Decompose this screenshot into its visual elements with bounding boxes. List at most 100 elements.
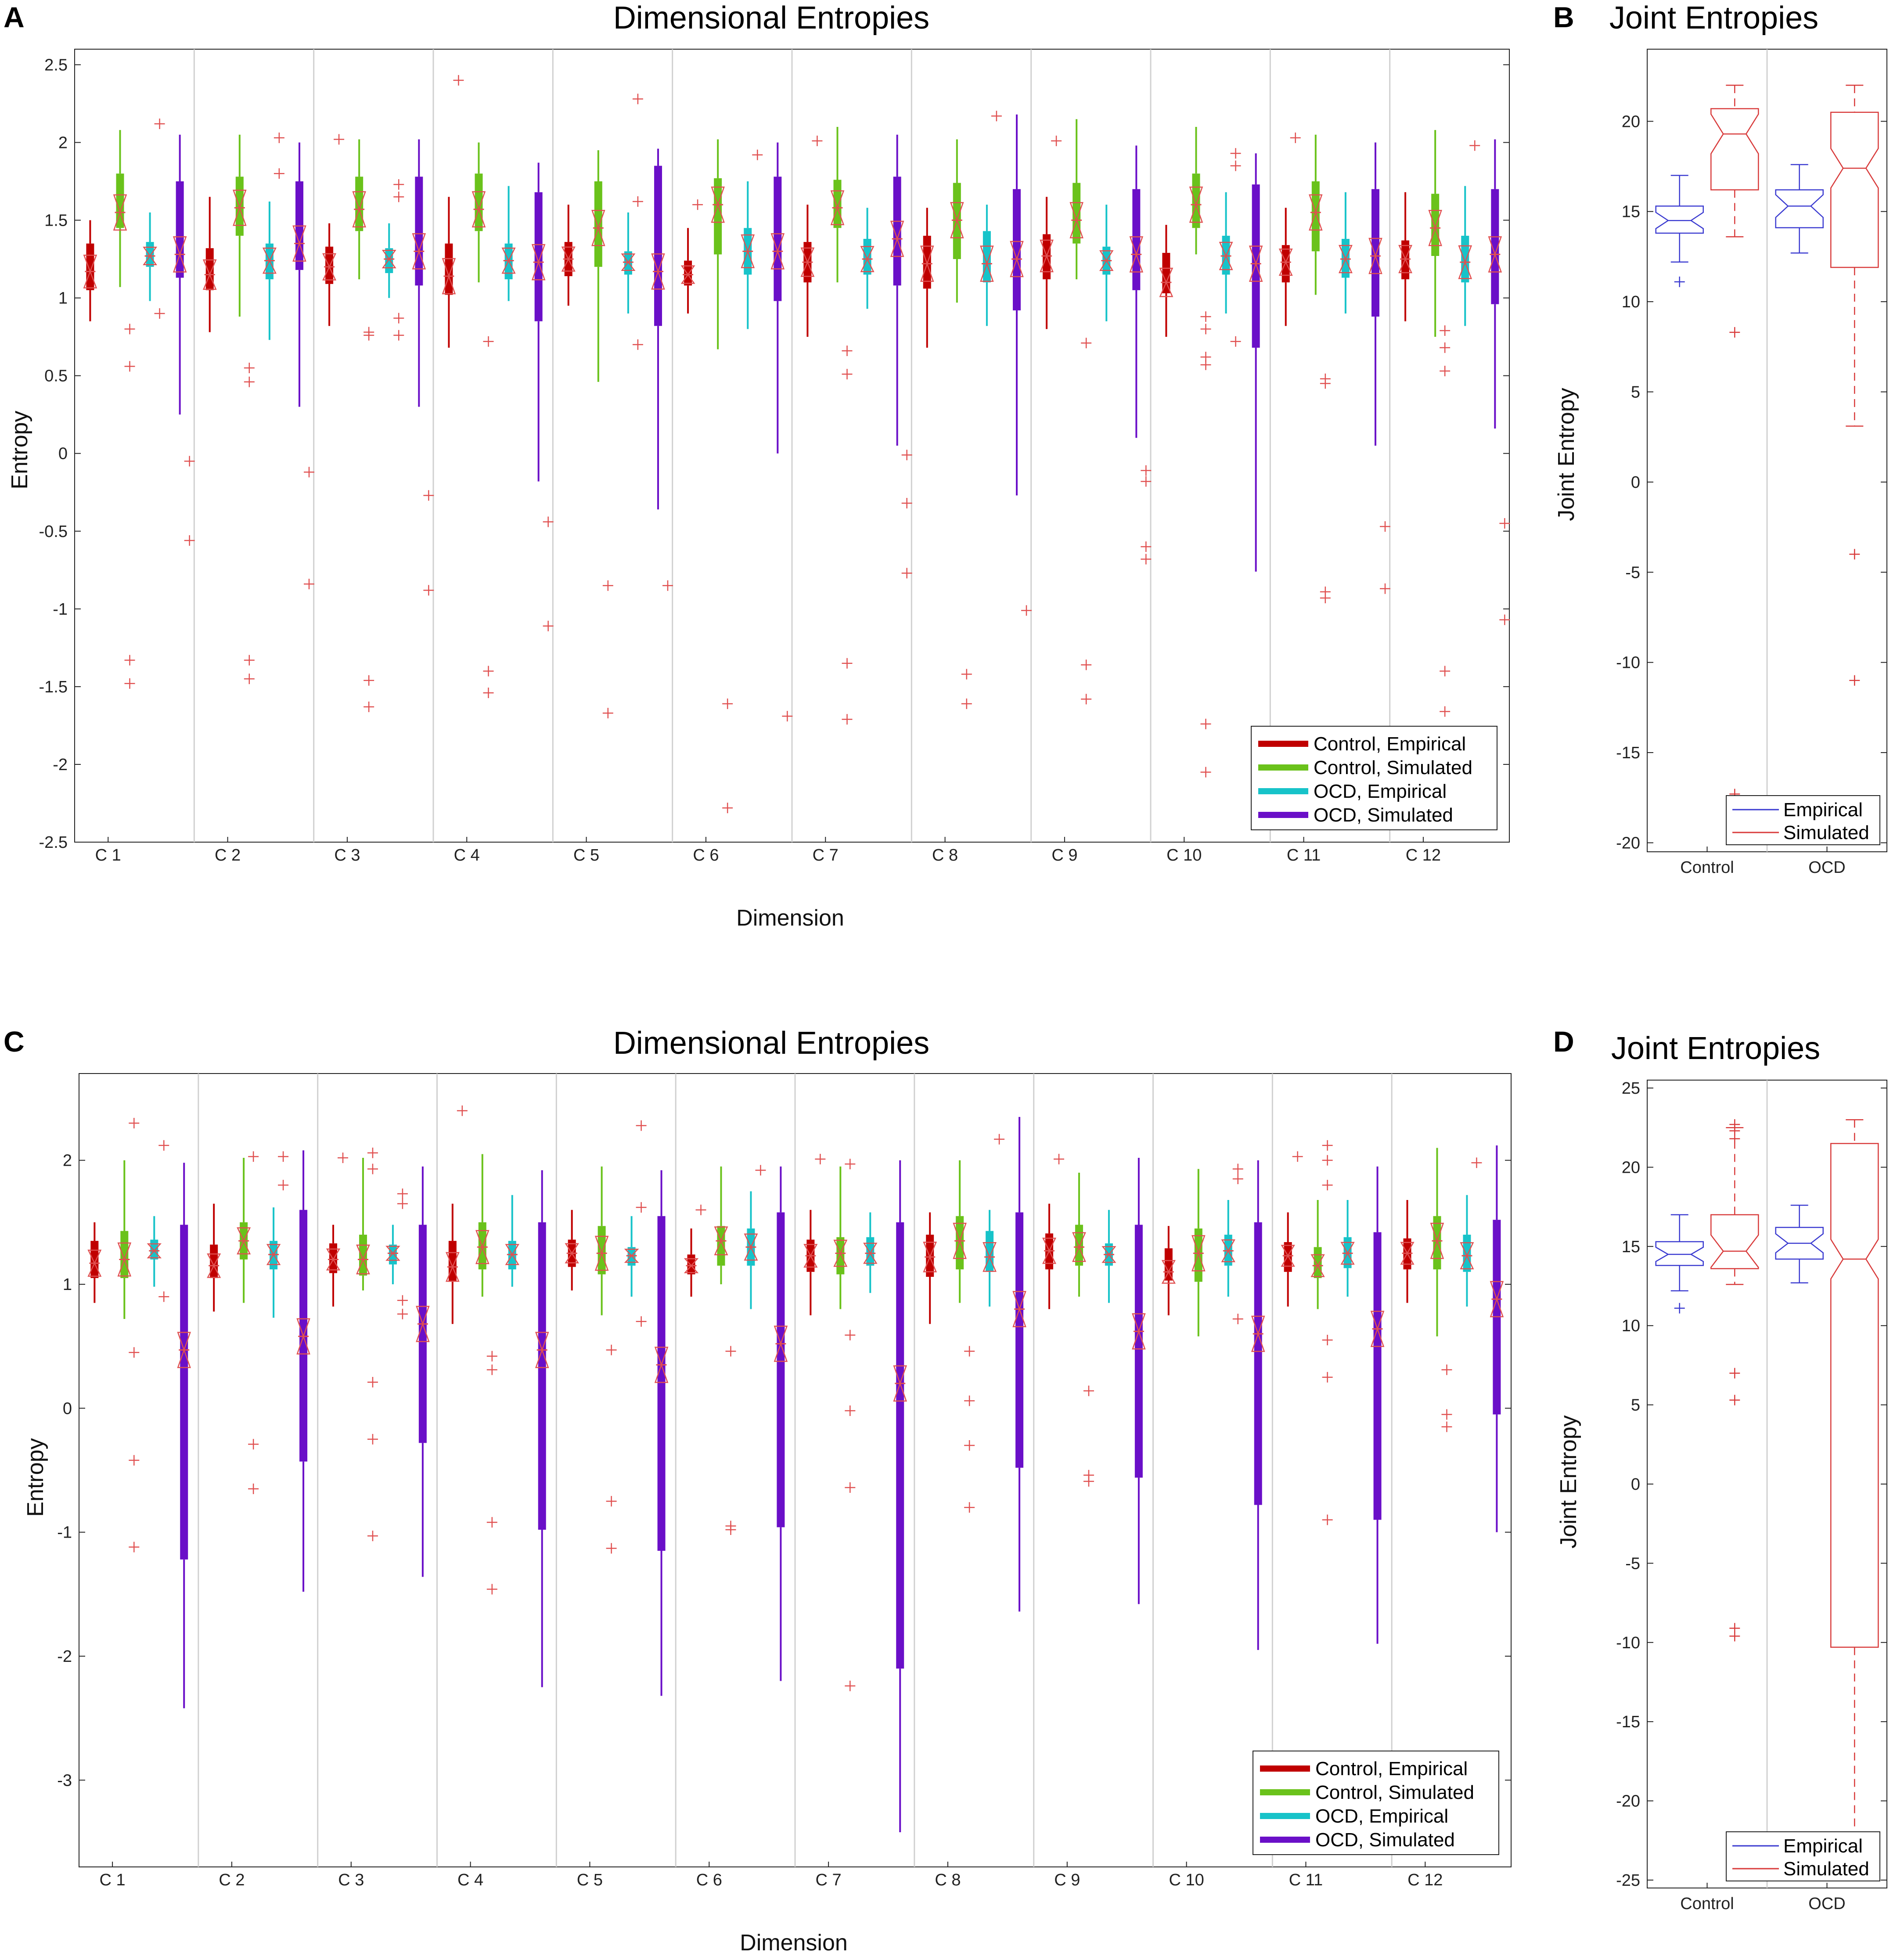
box-body bbox=[1284, 1242, 1292, 1272]
outlier-marker bbox=[483, 666, 494, 677]
outlier-marker bbox=[1322, 1514, 1333, 1525]
outlier-marker bbox=[154, 308, 165, 319]
notch-top bbox=[475, 1230, 490, 1249]
notch-bottom bbox=[890, 237, 904, 257]
outlier-marker bbox=[1499, 518, 1510, 529]
panel-a-box-2-6 bbox=[860, 208, 875, 309]
panel-d-xtick-label: OCD bbox=[1808, 1895, 1845, 1913]
box-body bbox=[1075, 1225, 1083, 1266]
notch-bottom bbox=[830, 206, 845, 225]
notch-bottom bbox=[741, 249, 755, 268]
panel-letter-a: A bbox=[4, 1, 25, 33]
box-body bbox=[1015, 1212, 1024, 1468]
panel-a-xtick-label: C 3 bbox=[334, 846, 360, 865]
panel-c-xtick-label: C 11 bbox=[1289, 1871, 1323, 1889]
box-body bbox=[329, 1243, 338, 1273]
outlier-marker bbox=[602, 708, 613, 719]
notch-top bbox=[1069, 202, 1083, 222]
outlier-marker bbox=[1471, 1157, 1482, 1168]
outlier-marker bbox=[154, 118, 165, 129]
notched-box bbox=[1775, 1227, 1824, 1260]
outlier-marker bbox=[367, 1434, 378, 1445]
notch-bottom bbox=[113, 211, 127, 231]
box-body bbox=[1373, 1232, 1382, 1520]
outlier-marker bbox=[397, 1295, 408, 1306]
panel-c-box-0-2 bbox=[326, 1152, 349, 1307]
panel-a-ylabel: Entropy bbox=[7, 411, 32, 489]
notch-top bbox=[983, 1242, 997, 1259]
outlier-marker bbox=[901, 450, 912, 461]
outlier-marker bbox=[1081, 659, 1092, 670]
notch-top bbox=[923, 1242, 937, 1259]
notch-bottom bbox=[445, 1265, 460, 1282]
notch-top bbox=[292, 225, 306, 245]
notch-top bbox=[1278, 249, 1293, 264]
notch-bottom bbox=[501, 259, 516, 274]
outlier-marker bbox=[991, 111, 1002, 122]
panel-b-ylabel: Joint Entropy bbox=[1554, 388, 1579, 521]
notch-bottom bbox=[173, 252, 187, 273]
notch-top bbox=[624, 1248, 639, 1257]
outlier-marker bbox=[124, 655, 135, 666]
outlier-marker bbox=[397, 1308, 408, 1319]
outlier-marker bbox=[1440, 366, 1451, 377]
legend-label: Empirical bbox=[1783, 799, 1863, 821]
panel-c: C Dimensional Entropies 2 1 0 -1 -2 -3 C 1 C 2 C… bbox=[4, 1025, 1512, 1956]
panel-a-box-0-3 bbox=[442, 75, 464, 348]
outlier-marker bbox=[602, 580, 613, 591]
panel-c-box-1-8 bbox=[1072, 1172, 1094, 1487]
panel-c-box-3-4 bbox=[654, 1170, 669, 1696]
notch-bottom bbox=[591, 226, 605, 246]
panel-c-ytick-label: 2 bbox=[63, 1152, 72, 1170]
panel-b-box-0-1 bbox=[1775, 164, 1824, 254]
panel-a-box-0-7 bbox=[920, 208, 934, 348]
notch-bottom bbox=[292, 241, 306, 262]
outlier-marker bbox=[1200, 311, 1211, 322]
panel-a-box-0-4 bbox=[561, 205, 576, 306]
notch-bottom bbox=[1370, 1327, 1385, 1347]
box-body bbox=[774, 177, 782, 301]
notch-bottom bbox=[651, 270, 665, 290]
outlier-marker bbox=[755, 1165, 766, 1176]
panel-b-box-1-0 bbox=[1710, 84, 1759, 819]
panel-c-box-3-9 bbox=[1251, 1160, 1265, 1650]
notch-bottom bbox=[654, 1363, 669, 1383]
panel-a-box-1-6 bbox=[830, 127, 853, 725]
box-body bbox=[687, 1254, 695, 1275]
panel-d-plot: 25 20 15 10 5 0 -5 -10 -15 -20 -25 Control OCD Empiri… bbox=[1616, 1079, 1887, 1913]
notch-bottom bbox=[983, 1255, 997, 1272]
panel-a-box-2-5 bbox=[741, 149, 763, 329]
outlier-marker bbox=[964, 1346, 975, 1357]
outlier-marker bbox=[1141, 554, 1152, 565]
notch-bottom bbox=[711, 203, 725, 223]
outlier-marker bbox=[636, 1316, 647, 1327]
notch-top bbox=[833, 1239, 848, 1255]
panel-a-ytick-label: -0.5 bbox=[39, 522, 68, 541]
outlier-marker bbox=[364, 675, 374, 686]
panel-c-xlabel: Dimension bbox=[740, 1930, 848, 1956]
panel-b: B Joint Entropies 20 15 10 5 0 -5 -10 -15 -20 Con… bbox=[1553, 0, 1887, 877]
outlier-marker bbox=[1674, 276, 1685, 287]
panel-a-box-2-8 bbox=[1099, 205, 1114, 321]
panel-a-box-3-7 bbox=[1010, 114, 1032, 616]
notch-bottom bbox=[803, 1254, 818, 1268]
outlier-marker bbox=[393, 179, 404, 190]
box-body bbox=[836, 1237, 845, 1275]
notch-bottom bbox=[385, 1252, 400, 1261]
outlier-marker bbox=[632, 94, 643, 104]
panel-a-box-0-6 bbox=[800, 135, 823, 337]
outlier-marker bbox=[274, 168, 284, 179]
outlier-marker bbox=[1081, 338, 1092, 349]
notch-bottom bbox=[117, 1257, 132, 1277]
panel-d: D Joint Entropies 25 20 15 10 5 0 -5 -10 -15 -20 -… bbox=[1553, 1025, 1887, 1913]
notch-bottom bbox=[202, 273, 217, 290]
panel-a-box-3-2 bbox=[412, 139, 434, 596]
panel-c-box-3-8 bbox=[1132, 1157, 1146, 1604]
outlier-marker bbox=[1021, 605, 1032, 616]
notch-bottom bbox=[1010, 257, 1024, 277]
panel-c-xtick-label: C 5 bbox=[577, 1871, 603, 1889]
outlier-marker bbox=[636, 1120, 647, 1131]
outlier-marker bbox=[1081, 694, 1092, 705]
outlier-marker bbox=[1320, 378, 1331, 389]
notch-top bbox=[591, 209, 605, 230]
